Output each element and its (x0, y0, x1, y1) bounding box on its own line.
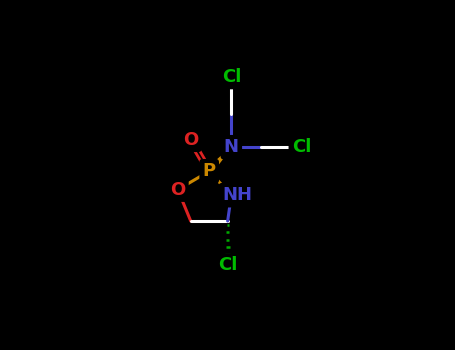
Text: NH: NH (222, 186, 252, 204)
Text: Cl: Cl (292, 138, 311, 156)
Polygon shape (207, 147, 231, 173)
Text: Cl: Cl (218, 256, 238, 274)
Text: Cl: Cl (222, 68, 241, 86)
Text: P: P (202, 162, 216, 180)
Text: N: N (224, 138, 239, 156)
Text: O: O (170, 181, 186, 199)
Text: O: O (183, 131, 198, 149)
